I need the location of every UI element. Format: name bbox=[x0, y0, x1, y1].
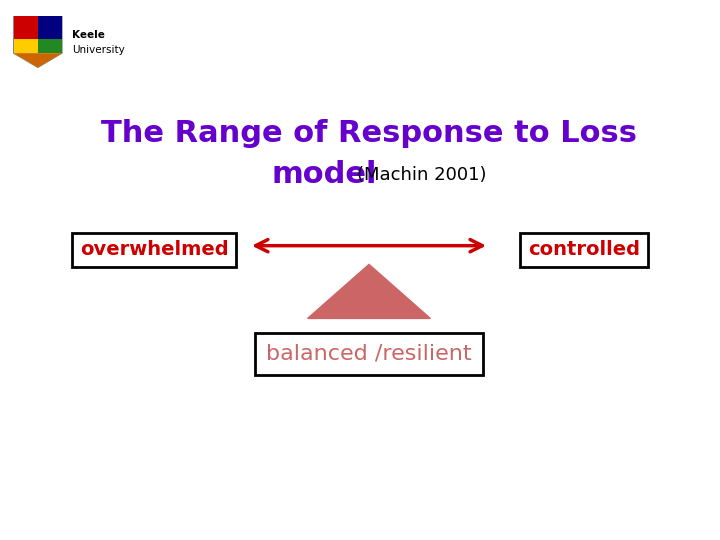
Text: model: model bbox=[271, 160, 377, 190]
Text: overwhelmed: overwhelmed bbox=[80, 240, 228, 259]
Polygon shape bbox=[37, 39, 62, 53]
Polygon shape bbox=[37, 16, 62, 39]
Text: controlled: controlled bbox=[528, 240, 640, 259]
Text: The Range of Response to Loss: The Range of Response to Loss bbox=[101, 119, 637, 148]
Text: Keele: Keele bbox=[72, 30, 105, 40]
Polygon shape bbox=[14, 16, 62, 68]
Polygon shape bbox=[14, 53, 62, 68]
Polygon shape bbox=[14, 16, 37, 39]
Text: (Machin 2001): (Machin 2001) bbox=[357, 166, 487, 184]
Polygon shape bbox=[307, 265, 431, 319]
Text: University: University bbox=[72, 45, 125, 56]
Text: balanced /resilient: balanced /resilient bbox=[266, 344, 472, 364]
Polygon shape bbox=[14, 39, 37, 53]
